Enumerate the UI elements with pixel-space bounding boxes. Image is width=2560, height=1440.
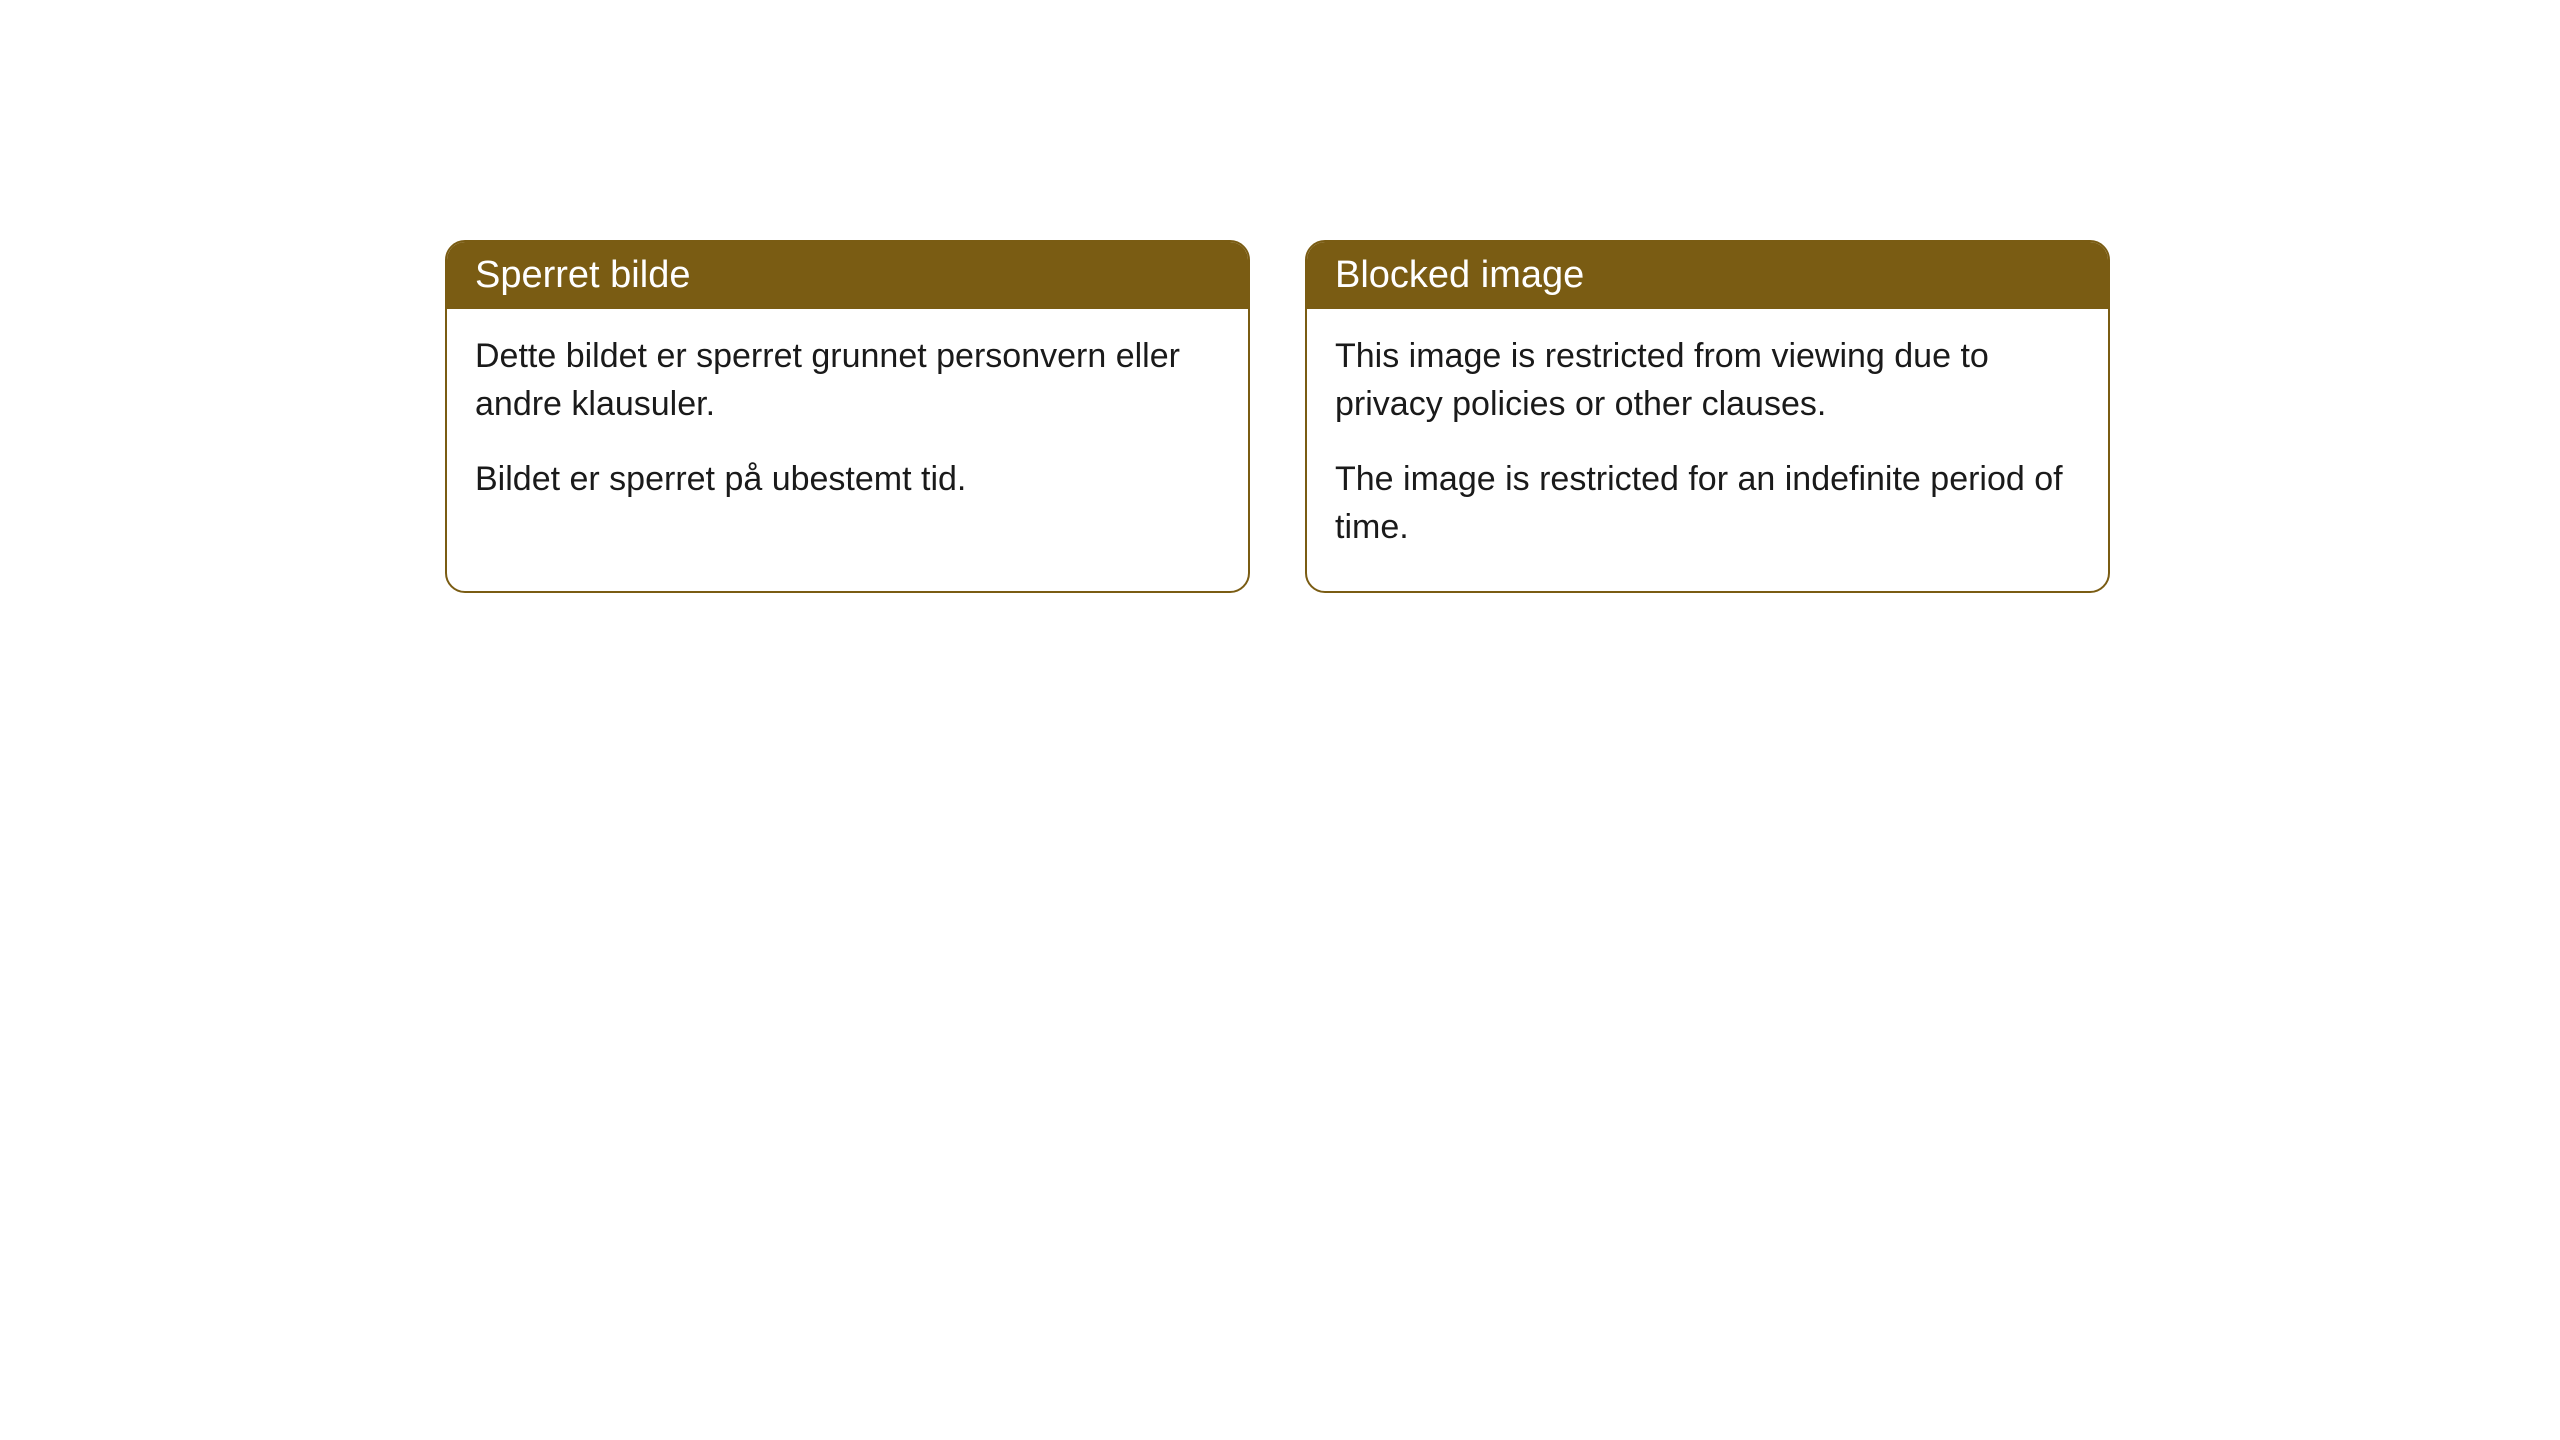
notice-container: Sperret bilde Dette bildet er sperret gr… bbox=[0, 0, 2560, 833]
card-paragraph: Bildet er sperret på ubestemt tid. bbox=[475, 456, 1220, 504]
blocked-image-card-norwegian: Sperret bilde Dette bildet er sperret gr… bbox=[445, 240, 1250, 593]
blocked-image-card-english: Blocked image This image is restricted f… bbox=[1305, 240, 2110, 593]
card-body-english: This image is restricted from viewing du… bbox=[1307, 309, 2108, 591]
card-title: Blocked image bbox=[1335, 254, 1584, 296]
card-paragraph: This image is restricted from viewing du… bbox=[1335, 333, 2080, 428]
card-body-norwegian: Dette bildet er sperret grunnet personve… bbox=[447, 309, 1248, 544]
card-header-english: Blocked image bbox=[1307, 242, 2108, 309]
card-paragraph: The image is restricted for an indefinit… bbox=[1335, 456, 2080, 551]
card-header-norwegian: Sperret bilde bbox=[447, 242, 1248, 309]
card-paragraph: Dette bildet er sperret grunnet personve… bbox=[475, 333, 1220, 428]
card-title: Sperret bilde bbox=[475, 254, 690, 296]
